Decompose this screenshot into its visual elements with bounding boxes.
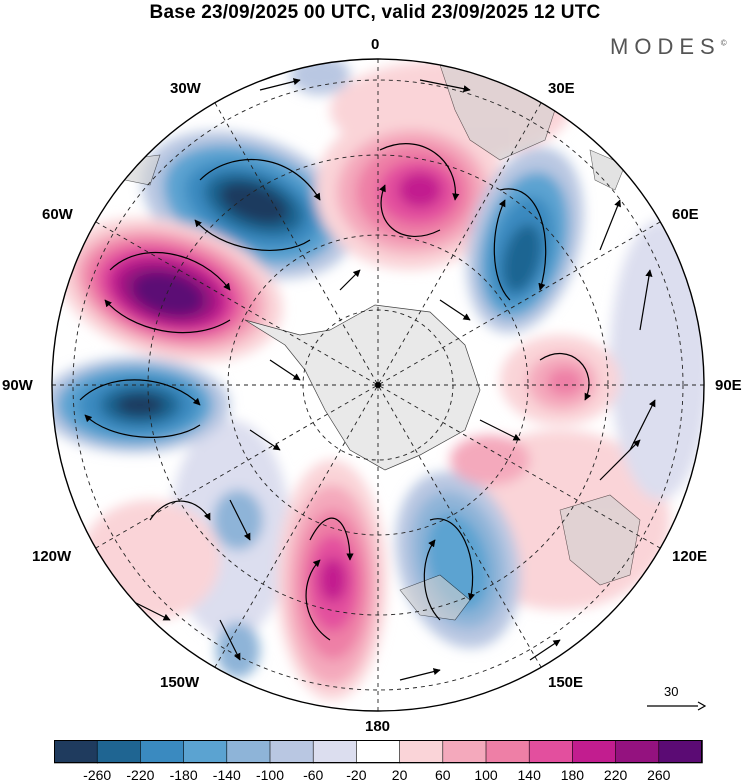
graticule xyxy=(52,59,704,711)
colorbar-tick-label: -260 xyxy=(83,767,112,783)
colorbar-tick-label: 60 xyxy=(435,767,451,783)
colorbar-tick-label: -20 xyxy=(346,767,367,783)
brand-logo: MODES© xyxy=(610,34,727,60)
polar-map xyxy=(51,58,705,712)
colorbar-tick-label: -180 xyxy=(169,767,198,783)
colorbar-cell xyxy=(399,740,444,764)
reference-vector-label: 30 xyxy=(664,684,679,699)
colorbar-cell xyxy=(572,740,617,764)
colorbar-tick-label: 20 xyxy=(391,767,408,783)
colorbar-tick-label: -60 xyxy=(303,767,324,783)
colorbar-tick-label: -220 xyxy=(126,767,155,783)
lon-label-60e: 60E xyxy=(672,206,699,223)
colorbar-tick-label: 100 xyxy=(474,767,498,783)
lon-label-90w: 90W xyxy=(2,377,33,394)
copyright-mark: © xyxy=(720,38,727,48)
colorbar-cell xyxy=(96,740,142,764)
brand-name: MODES xyxy=(610,34,721,59)
colorbar-tick-label: -140 xyxy=(212,767,241,783)
colorbar-tick-label: 180 xyxy=(560,767,585,783)
lon-label-150w: 150W xyxy=(160,674,200,691)
map-boundary xyxy=(51,58,705,712)
colorbar-cell xyxy=(269,740,315,764)
colorbar xyxy=(54,740,703,764)
lon-label-150e: 150E xyxy=(548,674,584,691)
colorbar-tick-label: 140 xyxy=(517,767,541,783)
lon-label-60w: 60W xyxy=(42,206,73,223)
lon-label-120e: 120E xyxy=(672,548,708,565)
lon-label-30e: 30E xyxy=(548,80,575,97)
lon-label-0: 0 xyxy=(371,36,380,53)
lon-label-180: 180 xyxy=(365,718,391,735)
colorbar-cell xyxy=(312,740,358,764)
antarctica xyxy=(244,304,481,471)
colorbar-cell xyxy=(442,740,487,764)
colorbar-cell xyxy=(615,740,660,764)
wind-vectors xyxy=(79,78,656,681)
colorbar-tick-label: 260 xyxy=(647,767,671,783)
map-title: Base 23/09/2025 00 UTC, valid 23/09/2025… xyxy=(149,2,601,23)
colorbar-tick-label: 220 xyxy=(603,767,628,783)
colorbar-cell xyxy=(226,740,271,764)
lon-label-30w: 30W xyxy=(170,80,201,97)
reference-vector-arrow xyxy=(647,701,706,711)
colorbar-cell xyxy=(658,740,703,764)
south-pole-marker xyxy=(375,382,381,388)
colorbar-cell xyxy=(485,740,531,764)
colorbar-tick-label: -100 xyxy=(255,767,285,783)
anomaly-field xyxy=(52,59,704,711)
colorbar-cell xyxy=(356,740,401,764)
colorbar-cell xyxy=(183,740,228,764)
lon-label-120w: 120W xyxy=(32,548,72,565)
colorbar-cell xyxy=(528,740,574,764)
colorbar-cell xyxy=(54,740,99,764)
lon-label-90e: 90E xyxy=(715,377,742,394)
colorbar-cell xyxy=(140,740,185,764)
